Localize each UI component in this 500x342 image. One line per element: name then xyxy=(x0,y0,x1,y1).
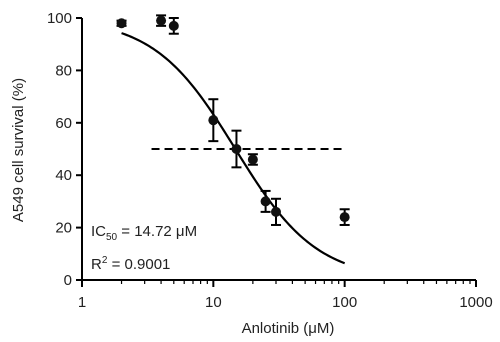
y-tick-label: 40 xyxy=(55,167,72,184)
ic50-annotation: IC50 = 14.72 μM xyxy=(91,223,197,243)
y-axis-title: A549 cell survival (%) xyxy=(10,78,27,222)
data-point xyxy=(156,14,167,27)
data-point xyxy=(168,17,179,35)
data-point-marker xyxy=(247,154,258,165)
data-point xyxy=(339,208,350,226)
x-tick-label: 100 xyxy=(332,294,357,311)
data-point-marker xyxy=(260,196,271,207)
x-tick-label: 1000 xyxy=(459,294,492,311)
r2-value: = 0.9001 xyxy=(107,256,170,273)
data-point xyxy=(260,189,271,213)
y-tick-label: 80 xyxy=(55,62,72,79)
x-tick-label: 1 xyxy=(78,294,86,311)
x-tick-label: 10 xyxy=(205,294,222,311)
y-tick-label: 60 xyxy=(55,115,72,132)
r2-prefix: R xyxy=(91,256,102,273)
ic50-subscript: 50 xyxy=(106,232,118,243)
data-point xyxy=(270,197,281,226)
data-point xyxy=(208,98,219,143)
x-axis-title: Anlotinib (μM) xyxy=(242,320,335,337)
data-point-marker xyxy=(156,15,167,26)
ic50-prefix: IC xyxy=(91,223,106,240)
data-point-marker xyxy=(231,144,242,154)
data-point-marker xyxy=(116,18,127,29)
data-point xyxy=(231,129,242,169)
ic50-value: = 14.72 μM xyxy=(117,223,197,240)
y-tick-label: 20 xyxy=(55,220,72,237)
data-point-marker xyxy=(168,20,179,31)
data-point-marker xyxy=(208,115,219,126)
data-point-marker xyxy=(339,212,350,223)
y-tick-label: 100 xyxy=(47,10,72,27)
r2-annotation: R2 = 0.9001 xyxy=(91,255,170,273)
axes xyxy=(76,17,477,287)
r2-superscript: 2 xyxy=(102,255,108,266)
data-points-layer xyxy=(116,14,350,226)
y-tick-label: 0 xyxy=(64,272,72,289)
data-point xyxy=(116,18,127,29)
tick-labels-layer: 0 20 40 60 80 100 1 10 100 1000 xyxy=(47,10,493,311)
data-point-marker xyxy=(270,206,281,217)
data-point xyxy=(247,153,258,166)
